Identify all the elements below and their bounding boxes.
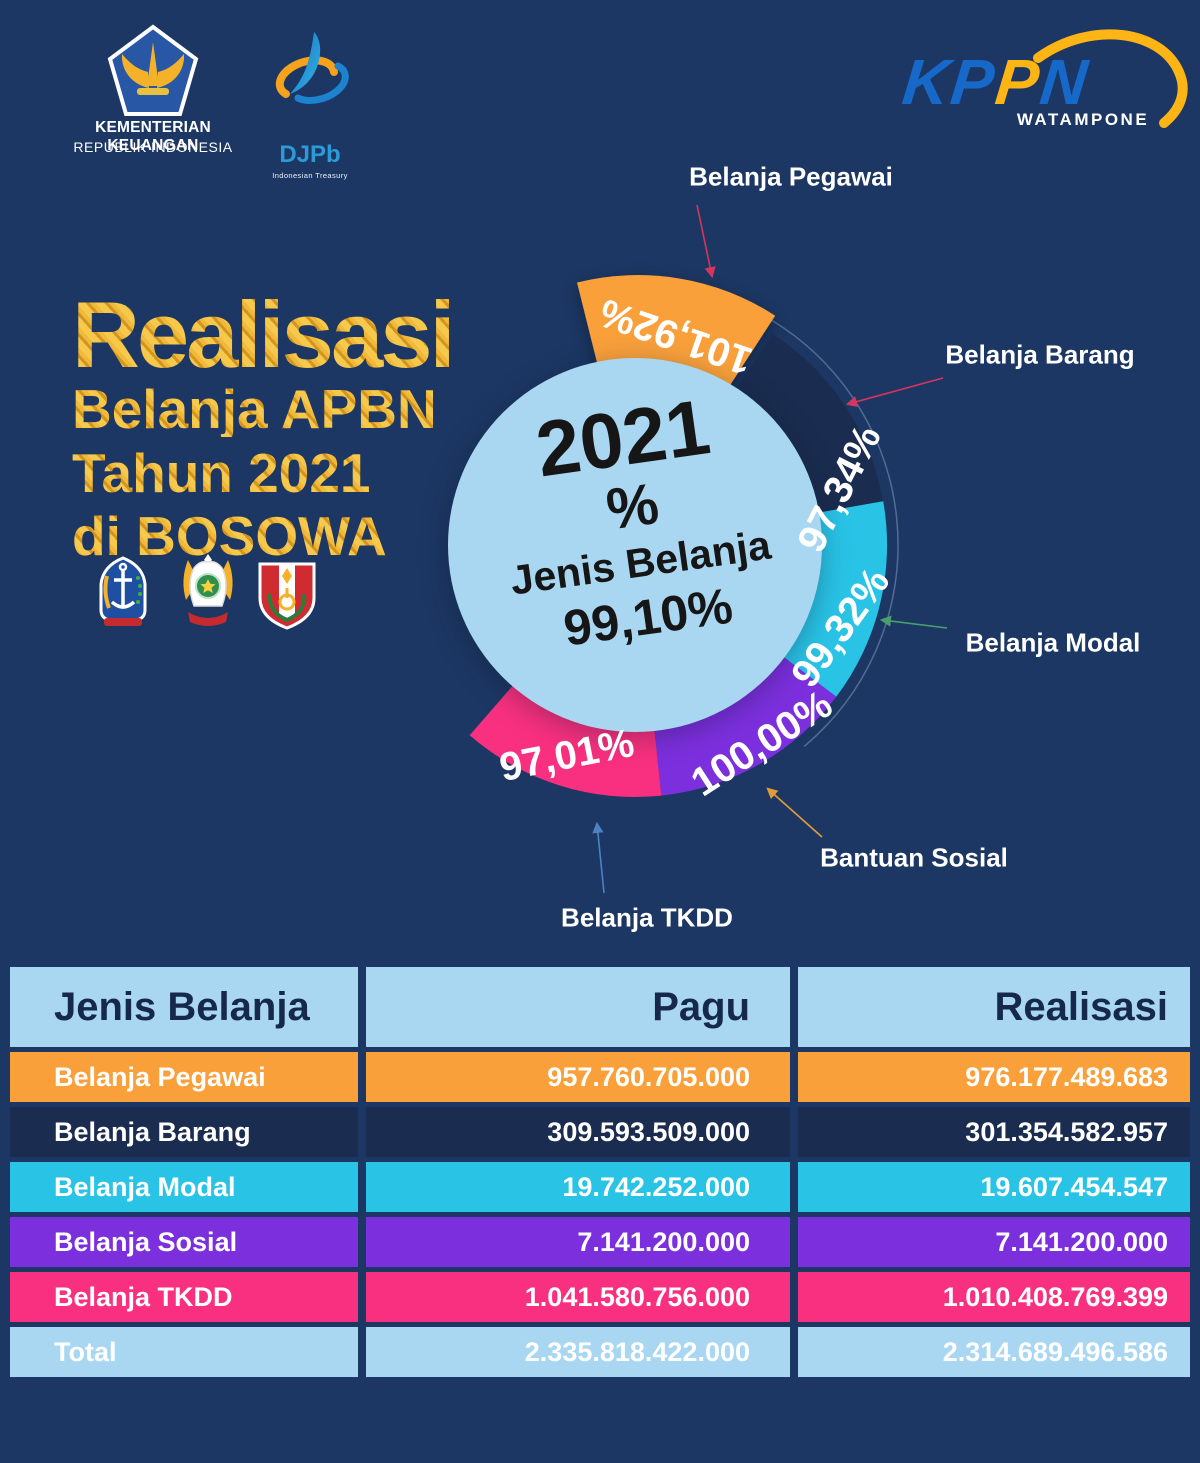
budget-table: Jenis Belanja Pagu Realisasi Belanja Peg…	[10, 967, 1190, 1377]
kemenkeu-pentagon-logo-icon	[107, 24, 199, 116]
kemenkeu-name: KEMENTERIAN KEUANGAN	[95, 119, 211, 154]
page-subtitle-1: Belanja APBN	[72, 378, 437, 440]
table-row-label: Belanja Sosial	[10, 1217, 358, 1267]
table-header-jenis-belanja: Jenis Belanja	[10, 967, 358, 1047]
table-header-realisasi: Realisasi	[798, 967, 1190, 1047]
page-subtitle-2: Tahun 2021	[72, 442, 371, 504]
donut-chart	[448, 275, 899, 797]
kppn-letter-k: K	[899, 46, 956, 118]
table-row-total-pagu: 2.335.818.422.000	[366, 1327, 790, 1377]
label-belanja-pegawai: Belanja Pegawai	[689, 161, 893, 192]
table-row-total-realisasi: 2.314.689.496.586	[798, 1327, 1190, 1377]
kppn-location: WATAMPONE	[1016, 110, 1150, 129]
table-row-label: Belanja Modal	[10, 1162, 358, 1212]
page-subtitle-3: di BOSOWA	[72, 505, 387, 567]
table-row-realisasi: 301.354.582.957	[798, 1107, 1190, 1157]
table-row-label: Belanja Pegawai	[10, 1052, 358, 1102]
table-row-realisasi: 976.177.489.683	[798, 1052, 1190, 1102]
label-belanja-barang: Belanja Barang	[945, 339, 1135, 370]
soppeng-regency-crest-icon	[183, 554, 233, 626]
kppn-swoosh-icon	[1033, 29, 1188, 128]
wajo-regency-crest-icon	[258, 562, 316, 630]
table-row-label: Belanja TKDD	[10, 1272, 358, 1322]
label-belanja-modal: Belanja Modal	[965, 627, 1141, 658]
bone-regency-crest-icon	[99, 556, 147, 626]
kppn-letter-n: N	[1036, 46, 1093, 118]
table-row-realisasi: 1.010.408.769.399	[798, 1272, 1190, 1322]
djpb-logo-icon	[275, 32, 349, 104]
label-bantuan-sosial: Bantuan Sosial	[820, 842, 1008, 873]
djpb-acronym: DJPb	[279, 141, 341, 168]
table-row-pagu: 1.041.580.756.000	[366, 1272, 790, 1322]
donut-center-text: 2021 % Jenis Belanja 99,10%	[432, 373, 837, 674]
donut-center-circle	[448, 358, 822, 732]
label-belanja-tkdd: Belanja TKDD	[561, 902, 733, 933]
table-row-pagu: 309.593.509.000	[366, 1107, 790, 1157]
table-row-pagu: 19.742.252.000	[366, 1162, 790, 1212]
kemenkeu-subname: REPUBLIK INDONESIA	[73, 139, 233, 155]
table-row-realisasi: 19.607.454.547	[798, 1162, 1190, 1212]
table-row-total-label: Total	[10, 1327, 358, 1377]
table-row-pagu: 7.141.200.000	[366, 1217, 790, 1267]
kppn-letter-p1: P	[947, 46, 1000, 118]
donut-outline-arc	[758, 312, 899, 748]
kppn-logo: K P P N	[899, 46, 1093, 118]
table-row-realisasi: 7.141.200.000	[798, 1217, 1190, 1267]
table-header-pagu: Pagu	[366, 967, 790, 1047]
table-row-pagu: 957.760.705.000	[366, 1052, 790, 1102]
table-row-label: Belanja Barang	[10, 1107, 358, 1157]
kppn-letter-p2: P	[992, 46, 1045, 118]
djpb-tagline: Indonesian Treasury	[272, 171, 348, 180]
page-title: Realisasi	[72, 282, 456, 387]
